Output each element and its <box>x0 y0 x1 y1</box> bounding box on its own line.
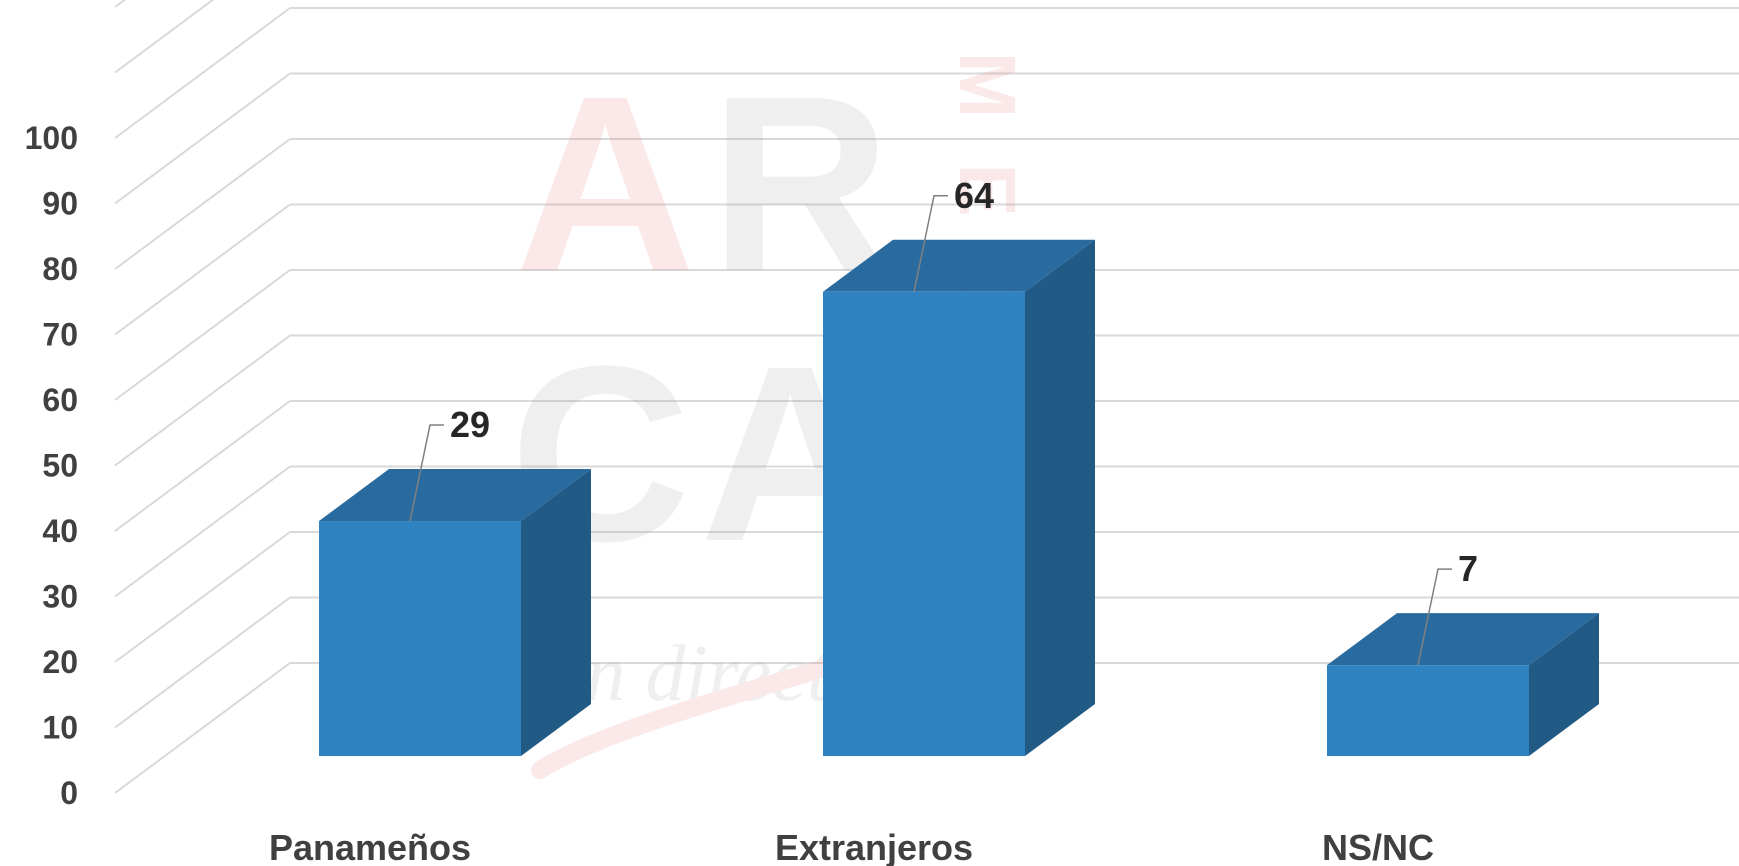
gridline-diagonal <box>114 0 215 74</box>
y-tick-label: 40 <box>42 513 78 549</box>
gridline-diagonal <box>114 7 291 139</box>
y-tick-label: 90 <box>42 186 78 222</box>
data-label: 64 <box>954 175 994 216</box>
x-category-label: Panameños <box>269 827 471 866</box>
x-category-label: NS/NC <box>1322 827 1434 866</box>
gridline-diagonal <box>114 596 291 729</box>
watermark-tagline: en directo <box>550 630 869 718</box>
gridline-diagonal <box>114 531 291 663</box>
gridline-diagonal <box>114 0 127 8</box>
data-label: 29 <box>450 404 490 445</box>
watermark-side-letter: E <box>943 163 1032 216</box>
y-tick-label: 0 <box>60 775 78 811</box>
gridline-diagonal <box>114 334 291 467</box>
x-category-label: Extranjeros <box>775 827 973 866</box>
gridline-diagonal <box>114 138 291 270</box>
bar <box>319 521 521 756</box>
labels-layer: 0 10 20 30 40 50 60 70 80 90 100 29 Panameños 64 Extra… <box>25 120 1478 866</box>
bar-top <box>319 469 591 522</box>
data-label-leader <box>409 424 444 522</box>
y-tick-label: 10 <box>42 710 78 746</box>
bar-top <box>823 239 1095 292</box>
watermark: A R C A MEDIA en directo <box>510 44 1032 779</box>
gridline-diagonal <box>114 465 291 598</box>
gridline-diagonal <box>114 72 291 205</box>
bar-side <box>521 469 591 756</box>
bars-layer <box>319 239 1599 757</box>
y-tick-label: 70 <box>42 317 78 353</box>
y-tick-label: 30 <box>42 579 78 615</box>
gridline-diagonal <box>114 400 291 532</box>
data-label: 7 <box>1458 548 1478 589</box>
gridline-diagonal <box>114 269 291 401</box>
data-label-leader <box>913 195 948 292</box>
y-tick-label: 100 <box>25 120 78 156</box>
y-tick-label: 50 <box>42 448 78 484</box>
watermark-side-letter: M <box>943 52 1032 119</box>
bar <box>823 291 1025 756</box>
bar-top <box>1327 613 1599 666</box>
y-tick-label: 80 <box>42 251 78 287</box>
bar <box>1327 665 1529 756</box>
bar-side <box>1529 613 1599 756</box>
gridline-diagonal <box>114 662 291 794</box>
gridline-diagonal <box>114 203 291 336</box>
watermark-letter-a1: A <box>515 44 696 323</box>
y-tick-label: 60 <box>42 382 78 418</box>
data-label-leader <box>1417 568 1452 666</box>
bar-side <box>1025 239 1095 757</box>
y-tick-label: 20 <box>42 644 78 680</box>
